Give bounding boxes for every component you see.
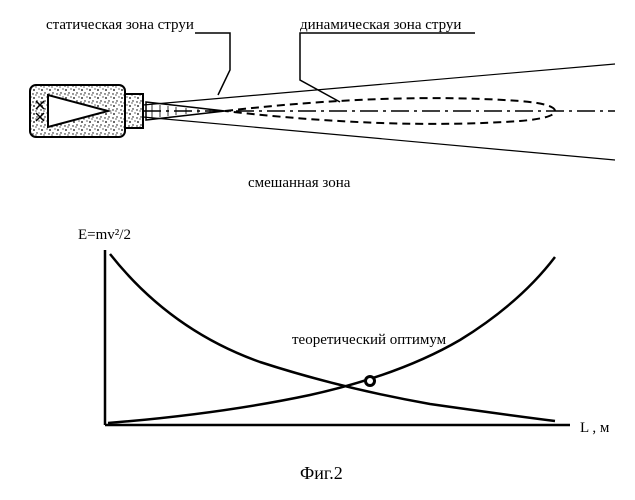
static-zone-label: статическая зона струи [46,17,194,34]
nozzle [30,85,143,137]
y-axis-label: E=mv²/2 [78,227,131,244]
optimum-label: теоретический оптимум [292,332,446,349]
optimum-point-inner [367,378,373,384]
dynamic-zone-label: динамическая зона струи [300,17,461,34]
outer-cone-top [143,64,615,105]
mixed-zone-label: смешанная зона [248,175,350,192]
figure-caption: Фиг.2 [300,463,343,484]
x-axis-label: L , м [580,420,609,437]
dynamic-zone-leader [300,33,475,102]
figure-svg [0,0,635,500]
static-zone-leader [195,33,230,95]
